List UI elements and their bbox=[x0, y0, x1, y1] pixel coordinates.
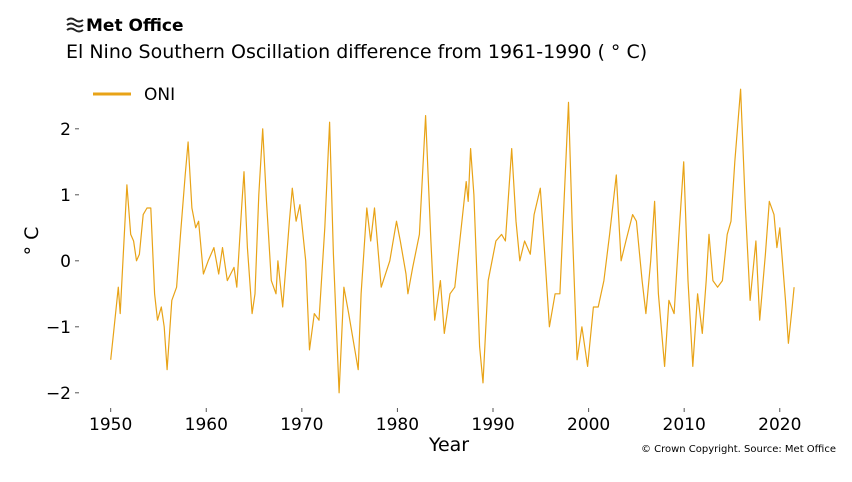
y-tick-label: 1 bbox=[60, 186, 71, 206]
y-tick-label: 0 bbox=[60, 252, 71, 272]
x-tick-label: 2000 bbox=[567, 415, 610, 435]
x-tick-label: 2010 bbox=[663, 415, 706, 435]
legend-label: ONI bbox=[144, 85, 175, 105]
y-axis-label: ° C bbox=[21, 227, 43, 256]
logo-icon bbox=[66, 17, 84, 33]
chart-title: El Nino Southern Oscillation difference … bbox=[66, 41, 647, 63]
x-tick-label: 2020 bbox=[758, 415, 801, 435]
credit: © Crown Copyright. Source: Met Office bbox=[641, 444, 836, 455]
x-tick-label: 1970 bbox=[280, 415, 323, 435]
y-tick-label: −2 bbox=[46, 384, 71, 404]
x-tick-label: 1960 bbox=[185, 415, 228, 435]
x-axis-label: Year bbox=[428, 434, 469, 456]
y-tick-label: 2 bbox=[60, 120, 71, 140]
logo-text: Met Office bbox=[86, 16, 184, 36]
x-tick-label: 1980 bbox=[376, 415, 419, 435]
series-line bbox=[110, 88, 795, 394]
y-tick-label: −1 bbox=[46, 318, 71, 338]
x-tick-label: 1990 bbox=[471, 415, 514, 435]
x-tick-label: 1950 bbox=[89, 415, 132, 435]
